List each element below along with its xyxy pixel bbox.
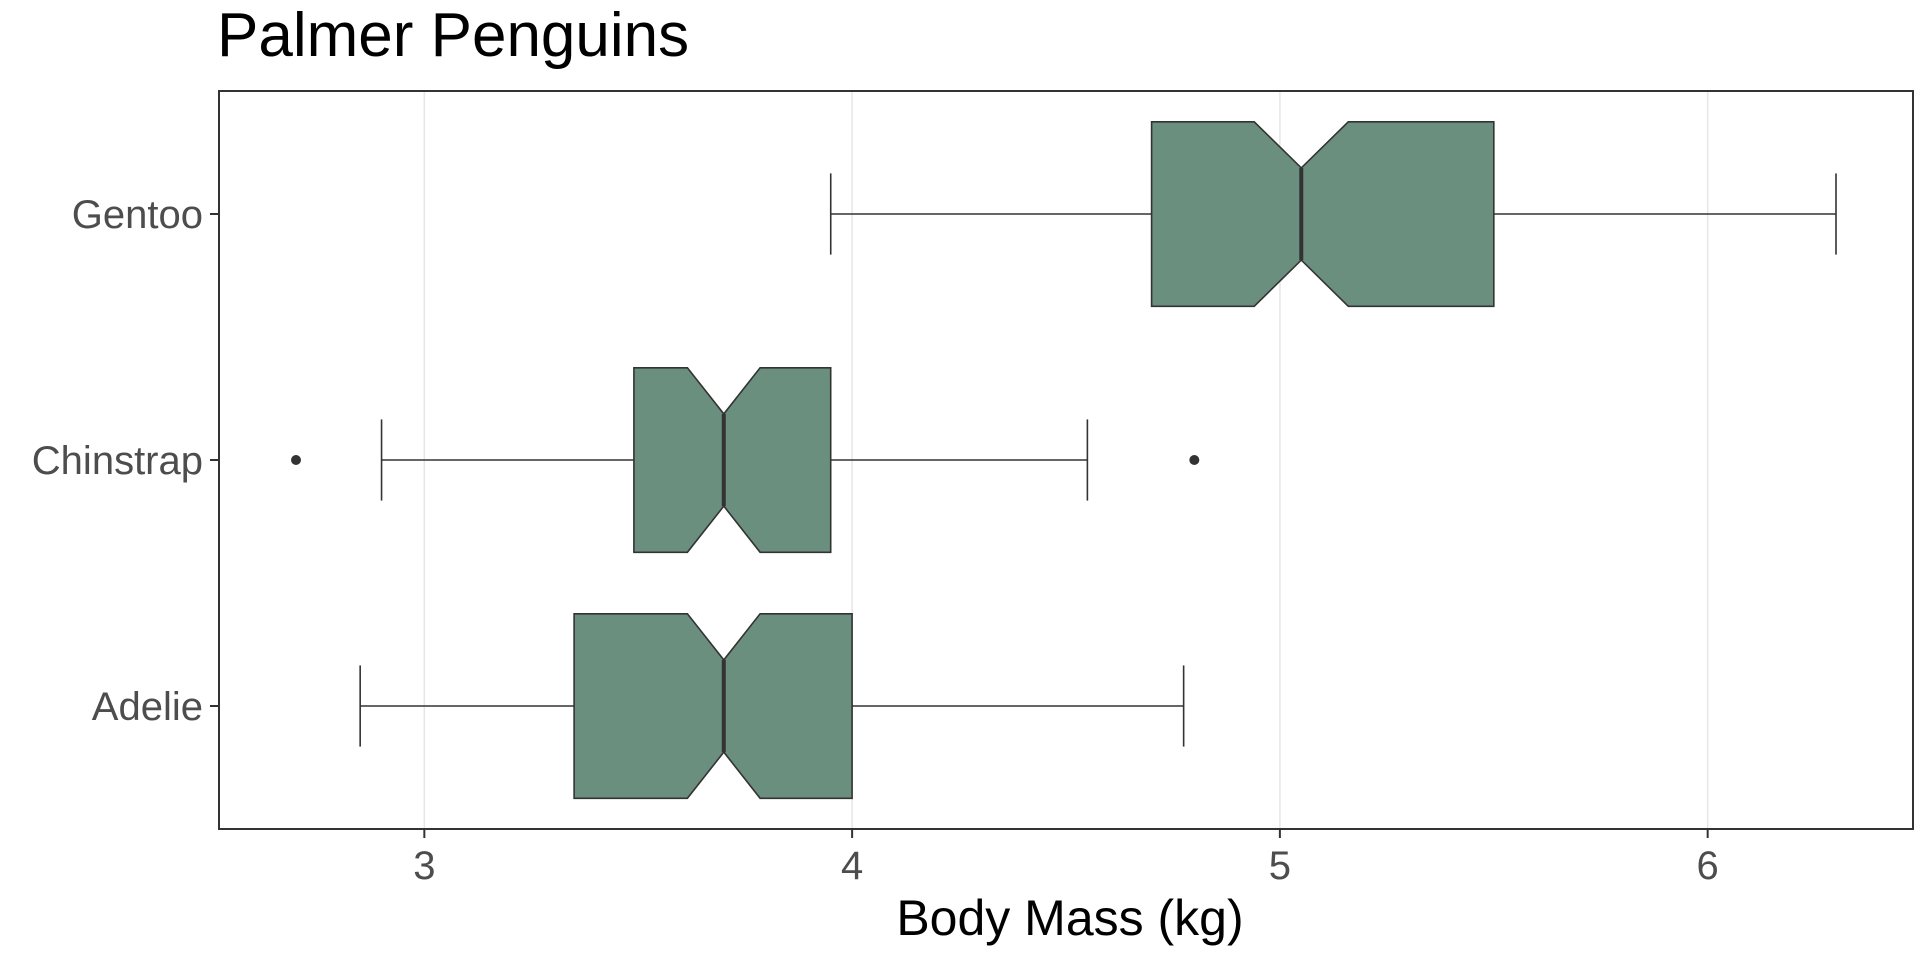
chart-title: Palmer Penguins [217, 1, 689, 70]
box-chinstrap [633, 366, 832, 554]
boxes [291, 121, 1837, 800]
x-tick-label-4: 4 [841, 844, 863, 888]
axes: 3 4 5 6 Adelie Chinstrap Gentoo [32, 193, 1719, 888]
box-group-gentoo [829, 121, 1837, 308]
box-group-chinstrap [291, 366, 1200, 554]
outlier-chinstrap-0 [291, 455, 301, 465]
box-group-adelie [359, 612, 1185, 800]
y-tick-label-chinstrap: Chinstrap [32, 439, 203, 483]
x-axis-title: Body Mass (kg) [896, 890, 1243, 946]
x-tick-label-6: 6 [1697, 844, 1719, 888]
box-adelie [573, 612, 853, 800]
y-tick-label-gentoo: Gentoo [72, 193, 203, 237]
box-gentoo [1150, 121, 1495, 308]
x-tick-label-5: 5 [1269, 844, 1291, 888]
x-tick-label-3: 3 [413, 844, 435, 888]
y-tick-label-adelie: Adelie [92, 685, 203, 729]
outlier-chinstrap-1 [1189, 455, 1200, 465]
